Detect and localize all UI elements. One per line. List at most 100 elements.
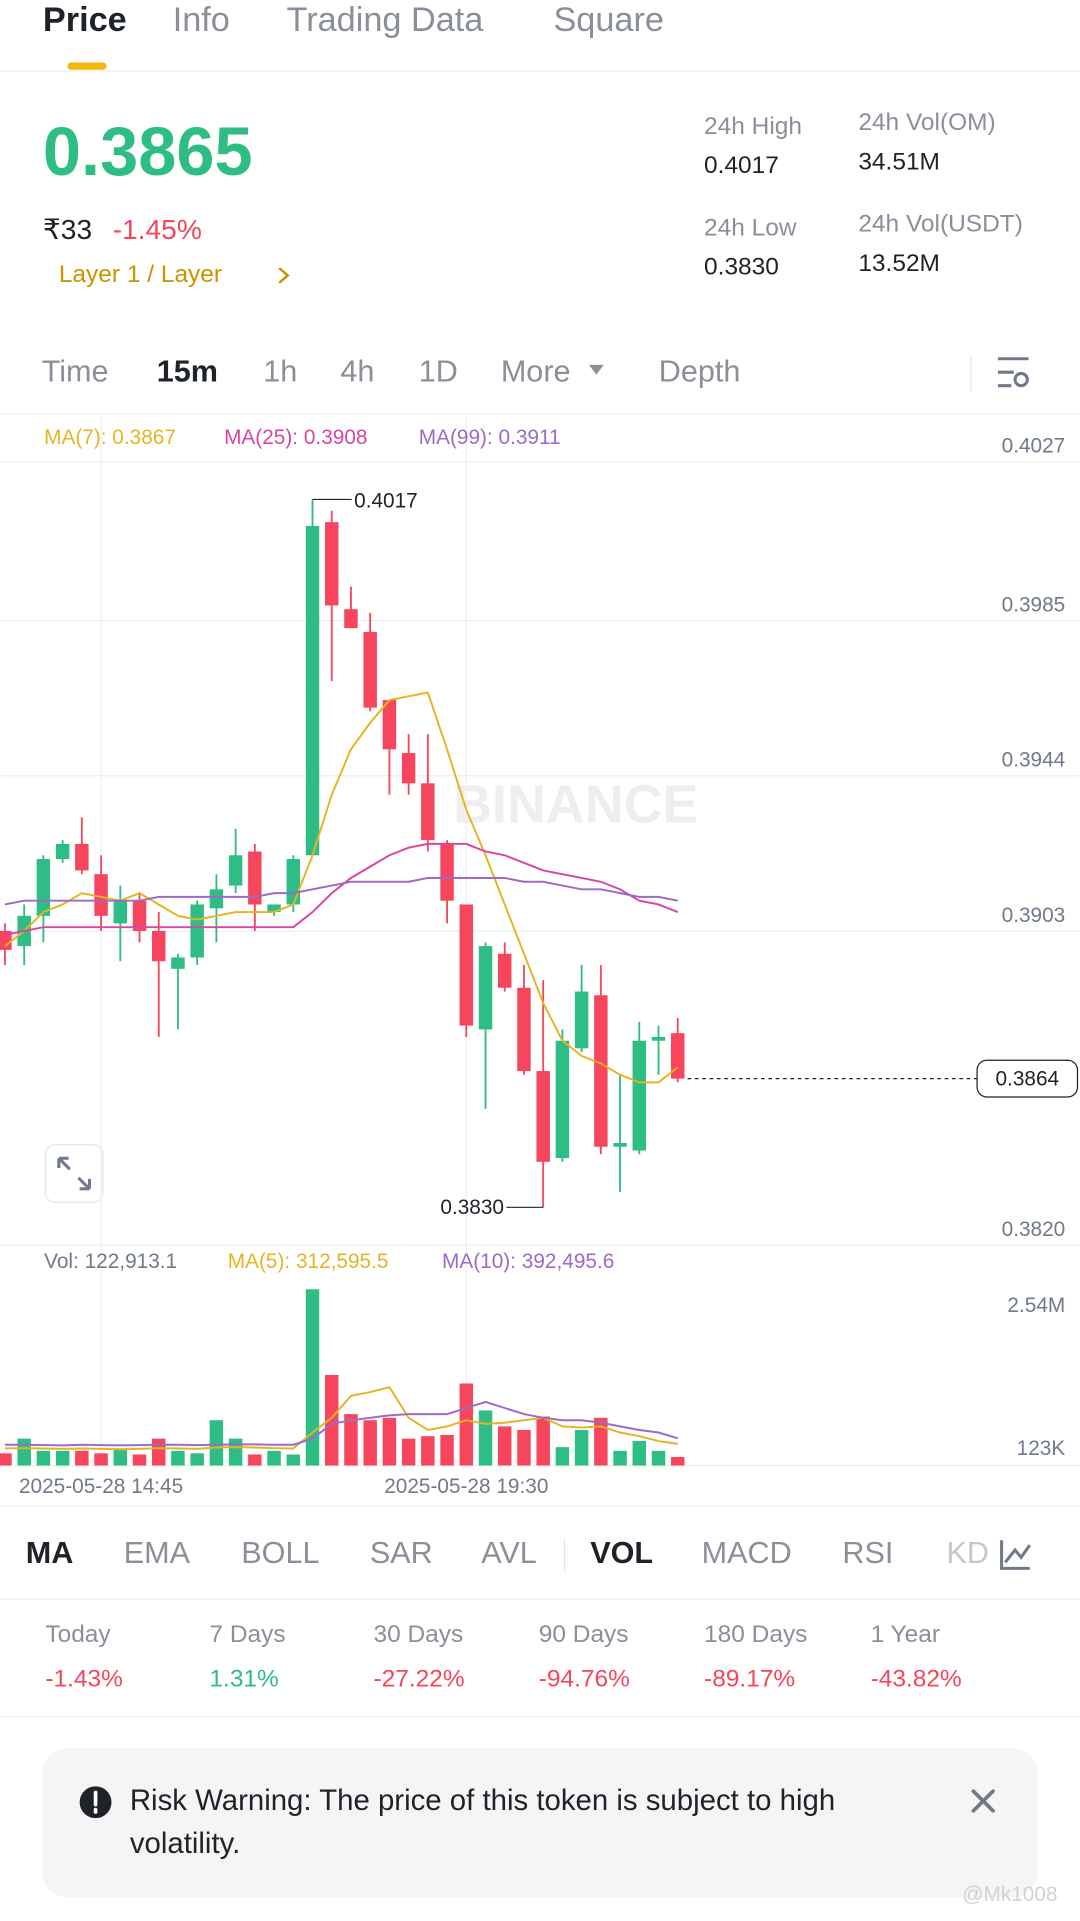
- period-label: 30 Days: [373, 1621, 463, 1648]
- fiat-price: ₹33: [43, 214, 92, 245]
- y-tick-label: 0.3820: [1002, 1218, 1066, 1241]
- volume-bar: [17, 1438, 31, 1466]
- volume-bar: [248, 1454, 262, 1466]
- period-change: 1.31%: [209, 1665, 278, 1692]
- indicator-tab[interactable]: SAR: [370, 1536, 433, 1570]
- fullscreen-button[interactable]: [44, 1144, 104, 1203]
- annotation: 0.3830: [440, 1196, 504, 1219]
- interval-tab[interactable]: 4h: [340, 355, 374, 389]
- x-tick-label: 2025-05-28 14:45: [19, 1475, 183, 1498]
- interval-tab[interactable]: Depth: [659, 355, 741, 389]
- watermark: BINANCE: [453, 774, 698, 834]
- candle-body: [401, 753, 416, 784]
- volume-bar: [671, 1457, 685, 1466]
- risk-warning-text: Risk Warning: The price of this token is…: [130, 1784, 835, 1817]
- indicator-settings-icon[interactable]: [1000, 1540, 1031, 1570]
- close-button[interactable]: [971, 1789, 995, 1813]
- candle-body: [594, 995, 608, 1147]
- volume-bar: [632, 1441, 647, 1466]
- candle-body: [113, 900, 128, 924]
- period-change: -27.22%: [373, 1665, 464, 1692]
- volume-bar: [459, 1383, 474, 1466]
- volume-bar: [401, 1438, 416, 1466]
- volume-bar: [286, 1454, 301, 1466]
- candle-body: [75, 843, 89, 871]
- last-price: 0.3865: [43, 113, 253, 190]
- volume-bar: [209, 1420, 224, 1466]
- period-label: 180 Days: [704, 1621, 807, 1648]
- volume-bar: [94, 1453, 108, 1466]
- indicator-tab[interactable]: VOL: [590, 1536, 653, 1570]
- candle-body: [344, 609, 358, 629]
- interval-tab[interactable]: 1h: [263, 355, 297, 389]
- indicator-tab[interactable]: EMA: [124, 1536, 191, 1570]
- indicator-tab[interactable]: RSI: [842, 1536, 893, 1570]
- candle-body: [536, 1071, 550, 1162]
- volume-bar: [55, 1450, 70, 1466]
- legend-entry: Vol: 122,913.1: [44, 1250, 177, 1273]
- candle-body: [498, 953, 512, 988]
- stat-label: 24h Low: [704, 214, 797, 241]
- tags[interactable]: Layer 1 / Layer: [59, 261, 222, 288]
- candle-body: [632, 1040, 647, 1151]
- indicator-tab[interactable]: AVL: [481, 1536, 537, 1570]
- chart-settings-icon[interactable]: [997, 357, 1029, 388]
- period-change: -89.17%: [704, 1665, 795, 1692]
- volume-bar: [267, 1450, 281, 1466]
- interval-tab[interactable]: 15m: [157, 355, 218, 389]
- candle-body: [55, 843, 70, 860]
- y-tick-label: 2.54M: [1007, 1294, 1065, 1317]
- candle-body: [305, 525, 320, 856]
- interval-tab[interactable]: More: [501, 355, 571, 389]
- tab[interactable]: Price: [43, 1, 127, 39]
- volume-bar: [0, 1453, 12, 1466]
- dropdown-arrow[interactable]: [588, 364, 604, 375]
- credit: @Mk1008: [962, 1883, 1057, 1906]
- tab[interactable]: Info: [173, 1, 230, 39]
- volume-bar: [555, 1447, 570, 1466]
- stat-value: 13.52M: [858, 250, 940, 277]
- y-tick-label: 0.3903: [1002, 904, 1066, 927]
- period-change: -1.43%: [45, 1665, 123, 1692]
- volume-bar: [171, 1450, 185, 1466]
- tab[interactable]: Square: [553, 1, 663, 39]
- candle-body: [651, 1036, 666, 1041]
- candle-body: [555, 1040, 570, 1159]
- chevron[interactable]: [278, 267, 290, 284]
- indicator-tab[interactable]: MACD: [702, 1536, 792, 1570]
- last-price-label: 0.3864: [995, 1067, 1059, 1090]
- candle-body: [459, 904, 474, 1026]
- stat-label: 24h High: [704, 113, 802, 140]
- candle-body: [478, 946, 493, 1030]
- stat-value: 34.51M: [858, 148, 940, 175]
- volume-bar: [363, 1420, 377, 1466]
- indicator-tab[interactable]: MA: [26, 1536, 74, 1570]
- candle-body: [671, 1033, 685, 1079]
- ma-line: [4, 876, 678, 906]
- interval-tab[interactable]: 1D: [419, 355, 458, 389]
- period-label: 90 Days: [539, 1621, 629, 1648]
- indicator-tab[interactable]: KD: [946, 1536, 989, 1570]
- indicator-tab[interactable]: BOLL: [241, 1536, 319, 1570]
- period-change: -43.82%: [871, 1665, 962, 1692]
- volume-bar: [651, 1450, 666, 1466]
- volume-bar: [382, 1417, 397, 1466]
- volume-bar: [152, 1438, 166, 1466]
- candle-body: [440, 843, 454, 901]
- y-tick-label: 0.3985: [1002, 593, 1066, 616]
- legend-entry: MA(7): 0.3867: [44, 426, 176, 449]
- tab[interactable]: Trading Data: [287, 1, 485, 39]
- candle-body: [228, 855, 243, 886]
- candle-body: [382, 700, 397, 750]
- stat-label: 24h Vol(OM): [858, 109, 995, 136]
- volume-bar: [75, 1450, 89, 1466]
- volume-bar: [113, 1448, 128, 1466]
- candle-body: [209, 889, 224, 909]
- x-tick-label: 2025-05-28 19:30: [384, 1475, 548, 1498]
- volume-bar: [478, 1410, 493, 1466]
- legend-entry: MA(5): 312,595.5: [228, 1250, 389, 1273]
- interval-tab[interactable]: Time: [42, 355, 109, 389]
- risk-warning-text: volatility.: [130, 1827, 240, 1860]
- period-label: Today: [45, 1621, 111, 1648]
- candle-body: [94, 874, 108, 916]
